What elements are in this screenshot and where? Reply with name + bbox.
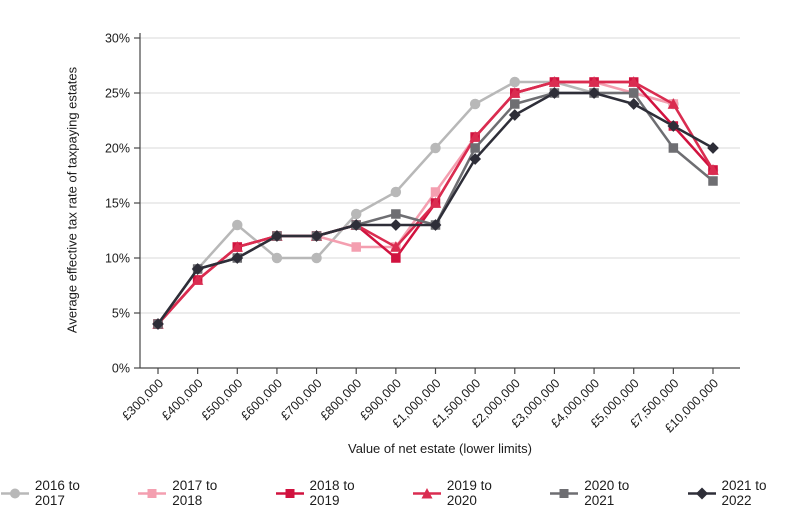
data-point-diamond [231, 252, 244, 264]
legend-label: 2019 to 2020 [446, 478, 492, 508]
data-point-diamond [429, 219, 442, 231]
data-point-triangle [191, 274, 204, 285]
y-tick-label: 25% [105, 87, 130, 101]
data-point-circle [390, 186, 402, 198]
data-point-diamond [310, 230, 323, 242]
data-point-diamond [191, 263, 204, 275]
data-point-square [430, 187, 441, 197]
x-axis-title: Value of net estate (lower limits) [348, 441, 532, 456]
legend-square-icon [138, 488, 167, 498]
data-point-circle [311, 252, 322, 264]
legend-item-2021-to-2022: 2021 to 2022 [687, 478, 800, 508]
data-point-circle [232, 219, 243, 231]
data-point-triangle [548, 76, 561, 87]
y-axis-title: Average effective tax rate of taxpaying … [64, 66, 80, 334]
data-point-triangle [231, 241, 243, 252]
data-point-triangle [707, 164, 719, 175]
legend-diamond-icon [687, 487, 716, 499]
data-point-diamond [508, 109, 521, 121]
data-point-circle [430, 142, 441, 154]
legend-item-2018-to-2019: 2018 to 2019 [275, 478, 388, 508]
data-point-triangle [667, 98, 680, 109]
legend-label: 2016 to 2017 [34, 478, 80, 508]
y-tick-label: 5% [112, 307, 130, 321]
data-point-diamond [627, 98, 640, 110]
series-line-2021-to-2022 [156, 91, 715, 326]
data-point-triangle [390, 241, 402, 252]
data-point-circle [350, 208, 362, 220]
x-tick-label: £700,000 [278, 376, 325, 423]
data-point-triangle [628, 76, 640, 87]
y-tick-label: 20% [105, 142, 130, 156]
data-point-square [668, 143, 679, 153]
data-point-square [391, 209, 401, 219]
legend-square-icon [550, 488, 579, 498]
x-tick-label: £300,000 [119, 376, 166, 423]
legend-circle-icon [1, 488, 30, 498]
data-point-diamond [707, 142, 719, 154]
series-line-2020-to-2021 [156, 91, 715, 326]
data-point-diamond [469, 153, 482, 165]
data-point-square [391, 253, 401, 263]
data-point-square [628, 88, 639, 98]
data-point-diamond [271, 230, 283, 242]
data-point-triangle [588, 76, 600, 87]
data-point-square [470, 143, 480, 153]
data-point-circle [509, 76, 521, 88]
y-tick-label: 15% [105, 197, 130, 211]
data-point-diamond [548, 87, 561, 99]
legend-triangle-icon [413, 487, 441, 498]
data-point-square [708, 176, 718, 186]
data-point-diamond [350, 219, 363, 231]
data-point-circle [271, 252, 283, 264]
data-point-circle [469, 98, 481, 110]
x-tick-label: £500,000 [199, 376, 246, 423]
chart-legend: 2016 to 2017 2017 to 2018 2018 to 2019 2019… [0, 478, 800, 508]
line-chart-canvas: 0% 5% 10% 15% 20% 25% 30% £300,000£400,000£500,… [105, 32, 740, 435]
legend-square-icon [275, 488, 304, 498]
data-point-triangle [469, 131, 481, 142]
legend-label: 2017 to 2018 [172, 478, 218, 508]
data-point-diamond [389, 219, 402, 231]
legend-label: 2020 to 2021 [584, 478, 630, 508]
y-tick-label: 30% [105, 32, 130, 46]
data-point-diamond [667, 120, 680, 132]
y-tick-label: 10% [105, 252, 130, 266]
x-tick-label: £400,000 [159, 376, 206, 423]
legend-label: 2021 to 2022 [721, 478, 767, 508]
x-tick-label: £800,000 [318, 376, 365, 423]
y-tick-label: 0% [112, 362, 130, 376]
legend-label: 2018 to 2019 [309, 478, 355, 508]
legend-item-2017-to-2018: 2017 to 2018 [137, 478, 250, 508]
x-tick-label: £600,000 [238, 376, 285, 423]
data-point-triangle [509, 87, 521, 98]
data-point-diamond [588, 87, 600, 99]
data-point-triangle [429, 197, 442, 208]
legend-item-2020-to-2021: 2020 to 2021 [549, 478, 662, 508]
legend-item-2016-to-2017: 2016 to 2017 [0, 478, 113, 508]
data-point-square [510, 99, 520, 109]
data-point-square [351, 242, 361, 252]
legend-item-2019-to-2020: 2019 to 2020 [412, 478, 525, 508]
data-point-diamond [152, 318, 164, 330]
